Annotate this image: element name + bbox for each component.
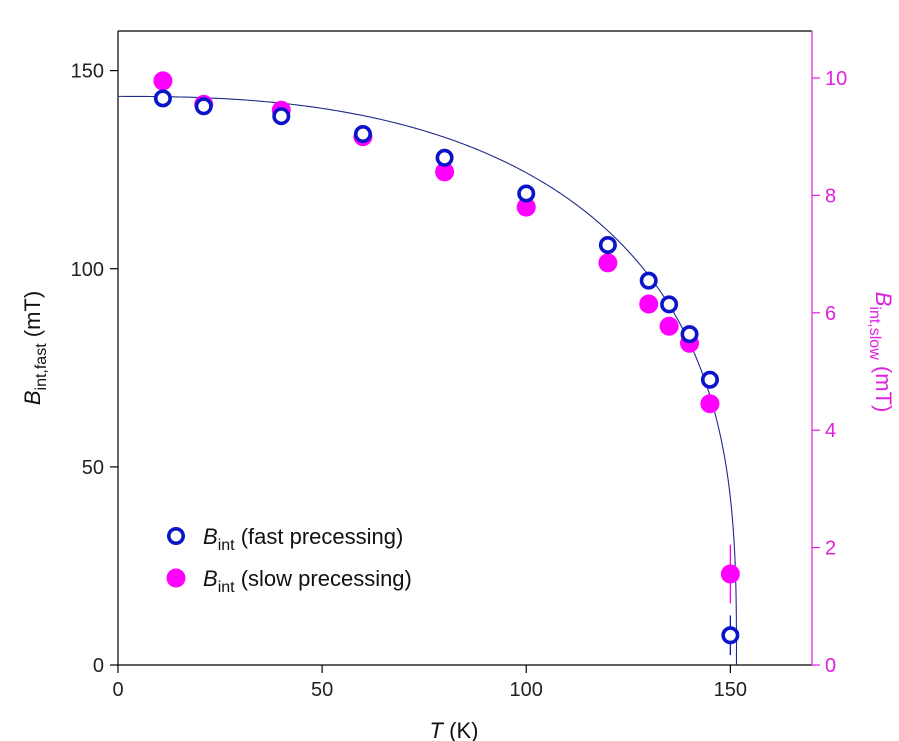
fast-data-point bbox=[639, 271, 658, 290]
slow-data-point bbox=[516, 197, 536, 217]
legend-label-symbol: B bbox=[203, 566, 218, 591]
y-left-axis-title-symbol: B bbox=[20, 390, 45, 405]
fast-data-point bbox=[272, 107, 291, 126]
slow-data-point bbox=[639, 294, 659, 314]
slow-data-point bbox=[720, 564, 740, 584]
y-left-axis-title-subscript: int,fast bbox=[33, 343, 50, 391]
fast-data-point bbox=[721, 626, 740, 645]
fast-data-point bbox=[194, 97, 213, 116]
slow-data-point bbox=[598, 253, 618, 273]
fast-data-point bbox=[660, 295, 679, 314]
y-left-tick-label: 150 bbox=[71, 61, 104, 83]
y-right-axis-title-unit: (mT) bbox=[871, 360, 896, 413]
y-right-tick-label: 4 bbox=[825, 420, 836, 442]
y-left-tick-label: 50 bbox=[82, 457, 104, 479]
fast-data-point bbox=[598, 235, 617, 254]
fast-data-point bbox=[435, 148, 454, 167]
slow-data-point bbox=[659, 316, 679, 336]
x-tick-label: 100 bbox=[510, 679, 543, 701]
legend-label: Bint (slow precessing) bbox=[203, 566, 412, 596]
y-right-tick-label: 2 bbox=[825, 538, 836, 560]
x-tick-label: 0 bbox=[112, 679, 123, 701]
fast-data-point bbox=[700, 370, 719, 389]
slow-data-point bbox=[700, 394, 720, 414]
x-axis-title-unit: (K) bbox=[443, 718, 478, 741]
y-left-tick-label: 100 bbox=[71, 259, 104, 281]
plot-frame-group bbox=[117, 30, 813, 666]
fast-data-point bbox=[153, 89, 172, 108]
y-right-axis-title-subscript: int,slow bbox=[866, 306, 883, 360]
y-right-tick-label: 0 bbox=[825, 655, 836, 677]
legend: Bint (fast precessing)Bint (slow precess… bbox=[166, 524, 412, 596]
data-points-group bbox=[153, 71, 740, 656]
legend-marker-fast bbox=[167, 526, 186, 545]
x-axis-title-symbol: T bbox=[430, 718, 445, 741]
legend-label-text: (fast precessing) bbox=[235, 524, 404, 549]
axis-labels-group: T (K)Bint,fast (mT) Bint,slow (mT) bbox=[20, 291, 896, 741]
fast-data-point bbox=[353, 125, 372, 144]
axis-ticks-group: 0 50 100 150 0 50 100 150 0 2 4 6 8 10 bbox=[71, 61, 848, 701]
x-tick-label: 50 bbox=[311, 679, 333, 701]
y-left-axis-title: Bint,fast (mT) bbox=[20, 291, 50, 405]
y-left-tick-label: 0 bbox=[93, 655, 104, 677]
fit-curve bbox=[118, 95, 738, 665]
legend-label-subscript: int bbox=[218, 537, 235, 554]
y-right-tick-label: 8 bbox=[825, 185, 836, 207]
y-right-axis-title: Bint,slow (mT) bbox=[866, 292, 896, 413]
y-left-axis-title-unit: (mT) bbox=[20, 291, 45, 344]
fit-curve-group bbox=[118, 95, 738, 665]
legend-label: Bint (fast precessing) bbox=[203, 524, 403, 554]
x-axis-title: T (K) bbox=[430, 718, 479, 741]
y-right-tick-label: 10 bbox=[825, 68, 847, 90]
legend-marker-slow bbox=[166, 568, 186, 588]
x-tick-label: 150 bbox=[714, 679, 747, 701]
legend-label-symbol: B bbox=[203, 524, 218, 549]
legend-label-subscript: int bbox=[218, 579, 235, 596]
slow-data-point bbox=[435, 162, 455, 182]
slow-data-point bbox=[153, 71, 173, 91]
legend-label-text: (slow precessing) bbox=[235, 566, 412, 591]
y-right-tick-label: 6 bbox=[825, 303, 836, 325]
y-right-axis-title-symbol: B bbox=[871, 292, 896, 307]
fast-data-point bbox=[517, 184, 536, 203]
fast-data-point bbox=[680, 325, 699, 344]
